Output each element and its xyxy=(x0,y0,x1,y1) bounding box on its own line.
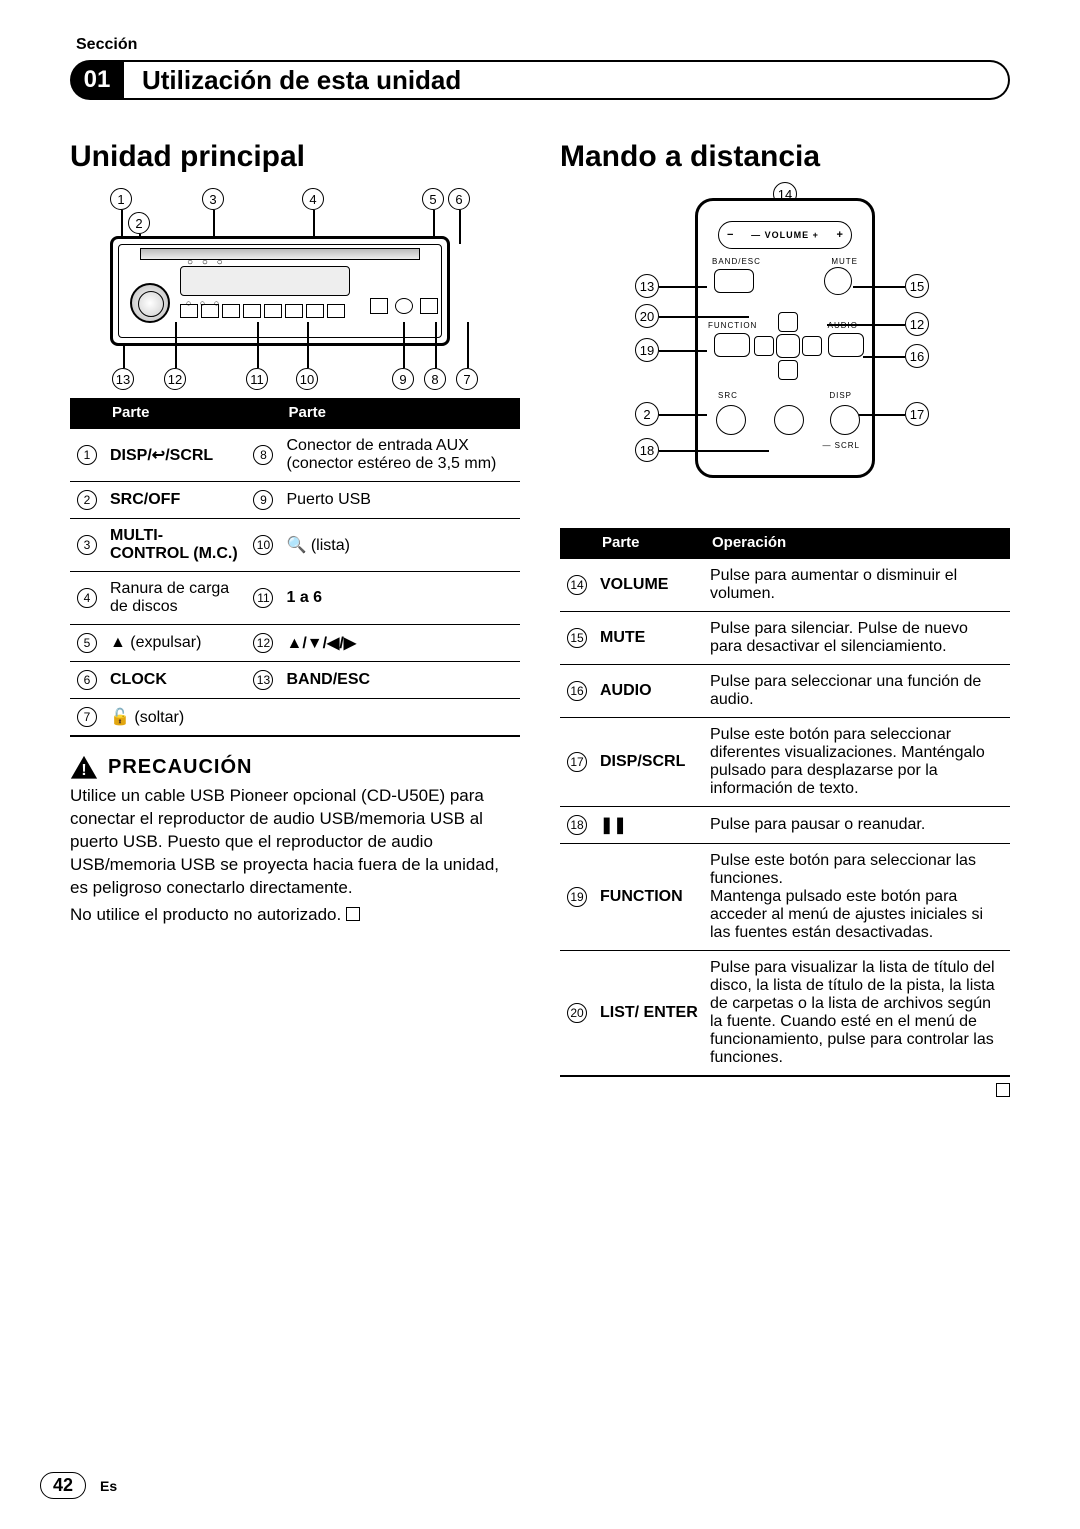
th-op-r: Operación xyxy=(704,528,1010,558)
th-parte-b: Parte xyxy=(280,398,520,428)
table-row: 3MULTI-CONTROL (M.C.)10🔍 (lista) xyxy=(70,519,520,572)
section-label: Sección xyxy=(76,36,1010,54)
callout-16r: 16 xyxy=(905,344,929,368)
end-square-icon xyxy=(346,907,360,921)
table-row: 6CLOCK13BAND/ESC xyxy=(70,662,520,699)
preset-buttons xyxy=(180,304,345,318)
th-parte-a: Parte xyxy=(104,398,246,428)
table-row: 18❚❚Pulse para pausar o reanudar. xyxy=(560,807,1010,844)
section-header: 01 Utilización de esta unidad xyxy=(70,60,1010,100)
disc-slot xyxy=(140,248,420,260)
table-row: 5▲ (expulsar)12▲/▼/◀/▶ xyxy=(70,625,520,662)
table-row: 4Ranura de carga de discos111 a 6 xyxy=(70,572,520,625)
aux-box xyxy=(370,298,388,314)
table-row: 7🔓 (soltar) xyxy=(70,699,520,737)
headunit-parts-table: Parte Parte 1DISP/↩/SCRL8Conector de ent… xyxy=(70,398,520,737)
table-row: 19FUNCTIONPulse este botón para seleccio… xyxy=(560,844,1010,951)
knob2 xyxy=(395,298,413,314)
callout-10: 10 xyxy=(296,368,318,390)
section-number-badge: 01 xyxy=(70,60,124,100)
callout-13: 13 xyxy=(112,368,134,390)
right-column: Mando a distancia 14 − — VOLUME + + BAND… xyxy=(560,140,1010,1097)
volume-rocker: − — VOLUME + + xyxy=(718,221,852,249)
audio-button xyxy=(828,333,864,357)
pause-button xyxy=(774,405,804,435)
remote-diagram: 14 − — VOLUME + + BAND/ESC MUTE xyxy=(575,188,995,518)
warning-icon: ! xyxy=(70,755,98,779)
headunit-diagram: 1 2 3 4 5 6 ○ ○ ○ xyxy=(70,188,490,398)
callout-2: 2 xyxy=(128,212,150,234)
table-row: 2SRC/OFF9Puerto USB xyxy=(70,482,520,519)
left-heading: Unidad principal xyxy=(70,140,520,174)
multi-control-knob xyxy=(130,283,170,323)
svg-text:!: ! xyxy=(81,762,86,779)
remote-parts-table: Parte Operación 14VOLUMEPulse para aumen… xyxy=(560,528,1010,1077)
src-button xyxy=(716,405,746,435)
callout-4: 4 xyxy=(302,188,324,210)
callout-6: 6 xyxy=(448,188,470,210)
callout-19r: 19 xyxy=(635,338,659,362)
callout-9: 9 xyxy=(392,368,414,390)
callout-2r: 2 xyxy=(635,402,659,426)
page-number: 42 xyxy=(40,1472,86,1499)
remote-body: − — VOLUME + + BAND/ESC MUTE xyxy=(695,198,875,478)
caution-title: PRECAUCIÓN xyxy=(108,756,252,779)
section-title-wrap: Utilización de esta unidad xyxy=(124,60,1010,100)
manual-page: Sección 01 Utilización de esta unidad Un… xyxy=(0,0,1080,1529)
callout-12r: 12 xyxy=(905,312,929,336)
callout-20r: 20 xyxy=(635,304,659,328)
th-parte-r: Parte xyxy=(594,528,704,558)
display: ○ ○ ○ xyxy=(180,266,350,296)
table-row: 17DISP/SCRLPulse este botón para selecci… xyxy=(560,718,1010,807)
callout-1: 1 xyxy=(110,188,132,210)
table-row: 15MUTEPulse para silenciar. Pulse de nue… xyxy=(560,612,1010,665)
table-row: 14VOLUMEPulse para aumentar o disminuir … xyxy=(560,558,1010,612)
callout-3: 3 xyxy=(202,188,224,210)
table-row: 1DISP/↩/SCRL8Conector de entrada AUX (co… xyxy=(70,428,520,482)
band-esc-button xyxy=(714,269,754,293)
end-square-icon-2 xyxy=(996,1083,1010,1097)
right-heading: Mando a distancia xyxy=(560,140,1010,174)
section-title: Utilización de esta unidad xyxy=(142,65,461,96)
caution-text-1: Utilice un cable USB Pioneer opcional (C… xyxy=(70,785,520,900)
callout-5: 5 xyxy=(422,188,444,210)
mute-button xyxy=(824,267,852,295)
table-row: 20LIST/ ENTERPulse para visualizar la li… xyxy=(560,951,1010,1077)
left-column: Unidad principal 1 2 3 4 5 6 xyxy=(70,140,520,1097)
function-button xyxy=(714,333,750,357)
callout-7: 7 xyxy=(456,368,478,390)
page-footer: 42 Es xyxy=(40,1472,117,1499)
callout-8: 8 xyxy=(424,368,446,390)
caution-text-2: No utilice el producto no autorizado. xyxy=(70,904,520,927)
callout-15r: 15 xyxy=(905,274,929,298)
table-row: 16AUDIOPulse para seleccionar una funció… xyxy=(560,665,1010,718)
callout-17r: 17 xyxy=(905,402,929,426)
callout-12: 12 xyxy=(164,368,186,390)
callout-18r: 18 xyxy=(635,438,659,462)
caution-header: ! PRECAUCIÓN xyxy=(70,755,520,779)
callout-13r: 13 xyxy=(635,274,659,298)
disp-button xyxy=(830,405,860,435)
callout-11: 11 xyxy=(246,368,268,390)
lang-label: Es xyxy=(100,1478,117,1494)
usb-box xyxy=(420,298,438,314)
